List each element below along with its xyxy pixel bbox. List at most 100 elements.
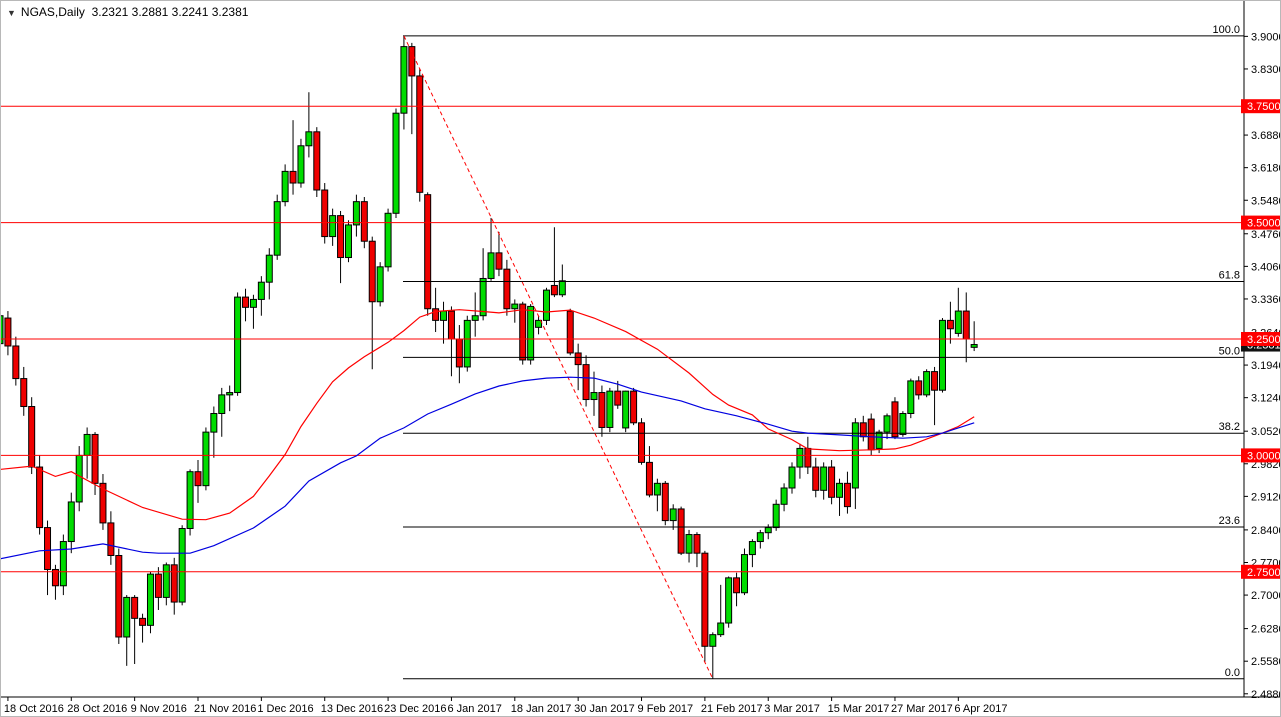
candle-body-up (67, 501, 75, 543)
fib-level-label: 0.0 (1225, 667, 1240, 679)
fib-level-label: 100.0 (1212, 24, 1240, 36)
candle-body-up (1, 315, 4, 345)
fib-level-label: 38.2 (1219, 421, 1240, 433)
candle-body-down (804, 447, 812, 468)
candle-body-down (44, 527, 52, 570)
chart-title: ▼ NGAS,Daily 3.2321 3.2881 3.2241 3.2381 (7, 5, 248, 19)
candle-body-down (828, 466, 836, 498)
candle-body-down (368, 240, 376, 303)
candle-body-down (867, 418, 875, 451)
candles (1, 35, 978, 679)
date-tick-label: 30 Jan 2017 (574, 703, 635, 715)
candle-body-down (447, 310, 455, 340)
level-price-text: 2.7500 (1247, 567, 1281, 579)
candle-body-down (574, 352, 582, 366)
candle-body-up (305, 131, 313, 147)
candle-body-up (669, 508, 677, 522)
candle-body-up (796, 447, 804, 468)
candle-body-up (123, 596, 131, 638)
candle-body-up (788, 466, 796, 489)
date-tick-label: 3 Mar 2017 (764, 703, 820, 715)
candle-body-down (107, 522, 115, 557)
candle-body-down (242, 296, 250, 308)
fibonacci-retracement[interactable]: 100.0 61.8 50.0 38.2 23.6 0.0 (403, 24, 1244, 680)
date-tick-label: 18 Jan 2017 (511, 703, 572, 715)
date-tick-label: 6 Jan 2017 (447, 703, 501, 715)
level-price-box (1241, 332, 1280, 346)
candle-body-down (139, 617, 147, 626)
candle-body-up (59, 541, 67, 587)
price-tick-label: 3.4760 (1251, 229, 1281, 241)
candle-body-down (733, 577, 741, 594)
candle-body-up (685, 534, 693, 554)
candle-body-up (471, 315, 479, 321)
level-price-label: 2.7500 (1241, 564, 1281, 579)
candle-body-up (875, 431, 883, 449)
moving-average-fast-line (1, 309, 975, 521)
date-tick-label: 28 Oct 2016 (67, 703, 127, 715)
candle-body-down (20, 378, 28, 408)
candle-body-down (693, 534, 701, 554)
level-price-text: 3.7500 (1247, 101, 1281, 113)
candle-body-down (416, 75, 424, 193)
candle-body-down (962, 310, 970, 340)
candle-body-up (146, 573, 154, 626)
candle-body-down (630, 390, 638, 424)
candle-body-up (186, 471, 194, 529)
candle-body-down (51, 568, 59, 587)
candle-body-up (622, 390, 630, 429)
candle-body-up (392, 112, 400, 214)
candle-body-up (352, 201, 360, 226)
price-level-lines[interactable] (1, 105, 1244, 573)
candle-body-up (899, 412, 907, 435)
level-price-box (1241, 215, 1280, 230)
candle-body-down (337, 215, 345, 259)
candle-body-up (740, 554, 748, 594)
candle-body-down (946, 319, 954, 330)
date-tick-label: 9 Nov 2016 (131, 703, 187, 715)
candle-body-up (376, 266, 384, 303)
candle-body-up (970, 344, 978, 348)
candle-body-down (360, 201, 368, 242)
price-tick-label: 2.6280 (1251, 624, 1281, 636)
candle-body-down (519, 303, 527, 361)
price-tick-label: 3.1940 (1251, 360, 1281, 372)
candle-body-down (598, 392, 606, 428)
date-tick-label: 23 Dec 2016 (384, 703, 446, 715)
level-price-text: 3.0000 (1247, 450, 1281, 462)
ohlc-quote-label: 3.2321 3.2881 3.2241 3.2381 (91, 5, 249, 19)
level-price-text: 3.2500 (1247, 334, 1281, 346)
candle-body-down (432, 308, 440, 321)
candle-body-down (408, 46, 416, 77)
candle-body-up (210, 412, 218, 433)
date-tick-label: 21 Feb 2017 (701, 703, 763, 715)
symbol-marker-icon: ▼ (7, 8, 16, 18)
candle-body-up (75, 454, 83, 503)
candle-body-down (638, 422, 646, 463)
candle-body-up (606, 390, 614, 428)
candle-body-up (764, 527, 772, 534)
candle-body-down (566, 310, 574, 354)
symbol-period-label: NGAS,Daily (20, 5, 85, 19)
candle-body-down (859, 422, 867, 438)
price-tick-label: 3.5480 (1251, 195, 1281, 207)
date-tick-label: 27 Mar 2017 (891, 703, 953, 715)
candle-body-up (907, 380, 915, 414)
date-tick-label: 9 Feb 2017 (638, 703, 694, 715)
candle-body-up (558, 280, 566, 296)
candle-body-up (511, 303, 519, 310)
candle-body-down (12, 345, 20, 380)
date-tick-label: 21 Nov 2016 (194, 703, 256, 715)
candle-body-up (653, 482, 661, 496)
candle-body-down (313, 131, 321, 191)
candle-body-down (115, 555, 123, 638)
candle-body-down (614, 390, 622, 406)
candle-body-up (440, 310, 448, 321)
candle-body-down (28, 406, 36, 468)
candle-body-down (99, 482, 107, 524)
price-tick-label: 2.4880 (1251, 689, 1281, 701)
price-tick-label: 3.3360 (1251, 294, 1281, 306)
